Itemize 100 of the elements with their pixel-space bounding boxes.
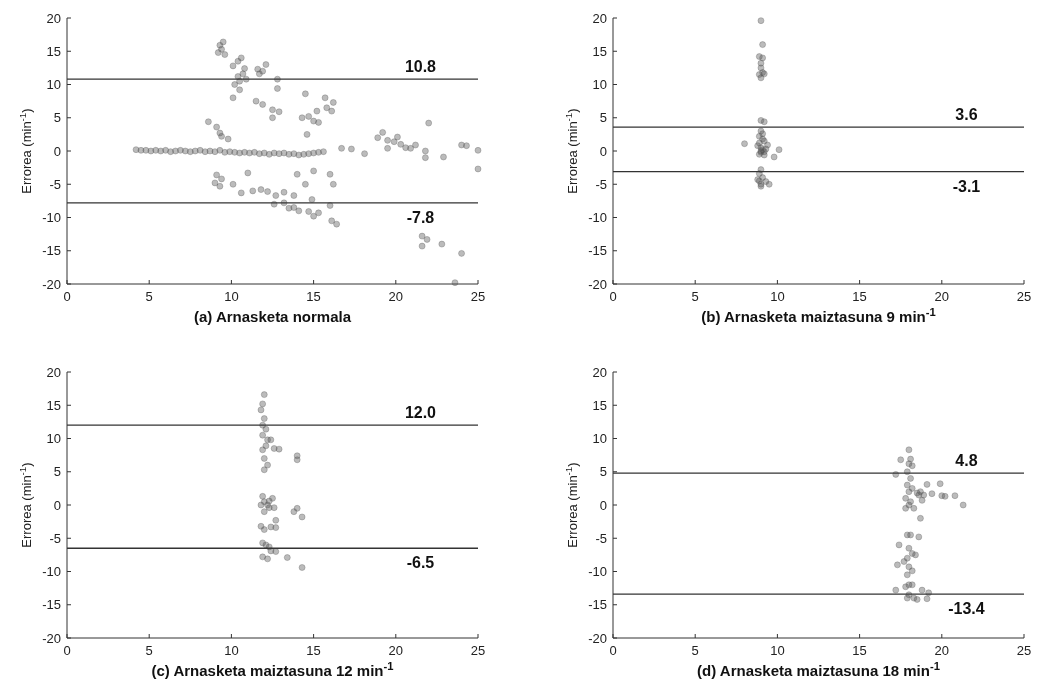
point (928, 490, 936, 498)
point (260, 455, 268, 462)
y-tick-label: -10 (42, 210, 61, 226)
y-tick-label: 15 (46, 43, 61, 59)
point (259, 400, 267, 408)
point (900, 558, 908, 565)
x-tick-label: 15 (306, 289, 321, 304)
point (759, 41, 766, 48)
y-tick-label: -10 (588, 210, 607, 226)
y-tick-label: -5 (595, 176, 607, 192)
x-tick-label: 0 (609, 289, 617, 304)
point (260, 415, 268, 422)
point (917, 514, 924, 522)
point (959, 501, 967, 509)
point (741, 140, 748, 148)
y-tick-label: -15 (588, 243, 607, 259)
point (257, 406, 265, 414)
point (267, 436, 275, 444)
point (293, 456, 301, 464)
ref-line-label: -6.5 (406, 554, 435, 572)
x-axis-title: (c) Arnasketa maiztasuna 12 min$^{-1}$ (151, 660, 394, 679)
point (272, 524, 280, 532)
x-tick-label: 10 (770, 289, 785, 304)
ref-line-label: 4.8 (955, 452, 978, 470)
x-axis-title: (d) Arnasketa maiztasuna 18 min$^{-1}$ (697, 660, 940, 679)
y-tick-label: 10 (46, 77, 61, 93)
x-axis-title: (a) Arnasketa normala (193, 308, 352, 325)
point (903, 481, 911, 489)
point (951, 492, 959, 500)
y-tick-label: 10 (592, 431, 607, 447)
point (260, 508, 268, 516)
point (912, 551, 919, 559)
point (764, 141, 771, 149)
x-tick-label: 25 (470, 289, 486, 304)
point (270, 504, 278, 512)
y-tick-label: -5 (49, 530, 61, 546)
point (894, 561, 901, 569)
y-tick-label: 15 (592, 43, 607, 59)
x-tick-label: 5 (145, 289, 153, 304)
x-tick-label: 15 (306, 643, 321, 658)
y-tick-label: -20 (42, 276, 61, 292)
point (905, 563, 913, 571)
point (267, 523, 275, 531)
point (920, 491, 928, 499)
ref-line-label: 3.6 (955, 106, 978, 124)
point (260, 466, 268, 474)
point (775, 146, 783, 154)
point (905, 488, 913, 496)
point (907, 531, 914, 539)
y-tick-label: 20 (592, 10, 607, 26)
y-tick-label: 5 (599, 464, 607, 480)
y-tick-label: -15 (42, 597, 61, 613)
point (923, 480, 931, 488)
point (260, 526, 268, 534)
point (759, 54, 766, 62)
y-tick-label: -5 (595, 530, 607, 546)
point (910, 504, 918, 512)
point (923, 595, 931, 603)
x-tick-label: 5 (691, 643, 699, 658)
y-tick-label: 0 (599, 497, 607, 513)
point (257, 522, 265, 530)
x-tick-label: 5 (691, 289, 699, 304)
point (757, 64, 765, 72)
point (259, 553, 267, 561)
point (905, 446, 913, 454)
x-tick-label: 5 (145, 643, 153, 658)
point (757, 17, 765, 25)
point (259, 492, 267, 500)
point (918, 496, 926, 504)
ref-line-label: -3.1 (952, 177, 981, 195)
x-tick-label: 0 (63, 643, 71, 658)
point (902, 494, 910, 502)
y-tick-label: 20 (46, 10, 61, 26)
point (267, 547, 275, 555)
point (897, 456, 905, 464)
point (936, 480, 944, 488)
x-tick-label: 0 (63, 289, 71, 304)
point (290, 508, 298, 516)
y-tick-label: -5 (49, 176, 61, 192)
y-tick-label: -20 (588, 630, 607, 646)
x-tick-label: 10 (224, 643, 239, 658)
x-tick-label: 25 (1016, 643, 1032, 658)
point (895, 541, 903, 549)
point (907, 475, 914, 482)
point (264, 461, 271, 469)
y-tick-label: 15 (592, 397, 607, 413)
ref-line-label: 12.0 (404, 404, 437, 422)
point (915, 533, 923, 541)
x-tick-label: 15 (852, 289, 867, 304)
point (270, 445, 278, 452)
y-tick-label: 5 (53, 464, 61, 480)
point (770, 153, 778, 161)
x-tick-label: 10 (224, 289, 239, 304)
x-tick-label: 25 (470, 643, 486, 658)
x-tick-label: 20 (934, 643, 950, 658)
x-tick-label: 25 (1016, 289, 1032, 304)
point (908, 567, 916, 575)
y-tick-label: -10 (42, 564, 61, 580)
point (298, 564, 306, 571)
y-tick-label: 0 (53, 143, 61, 159)
